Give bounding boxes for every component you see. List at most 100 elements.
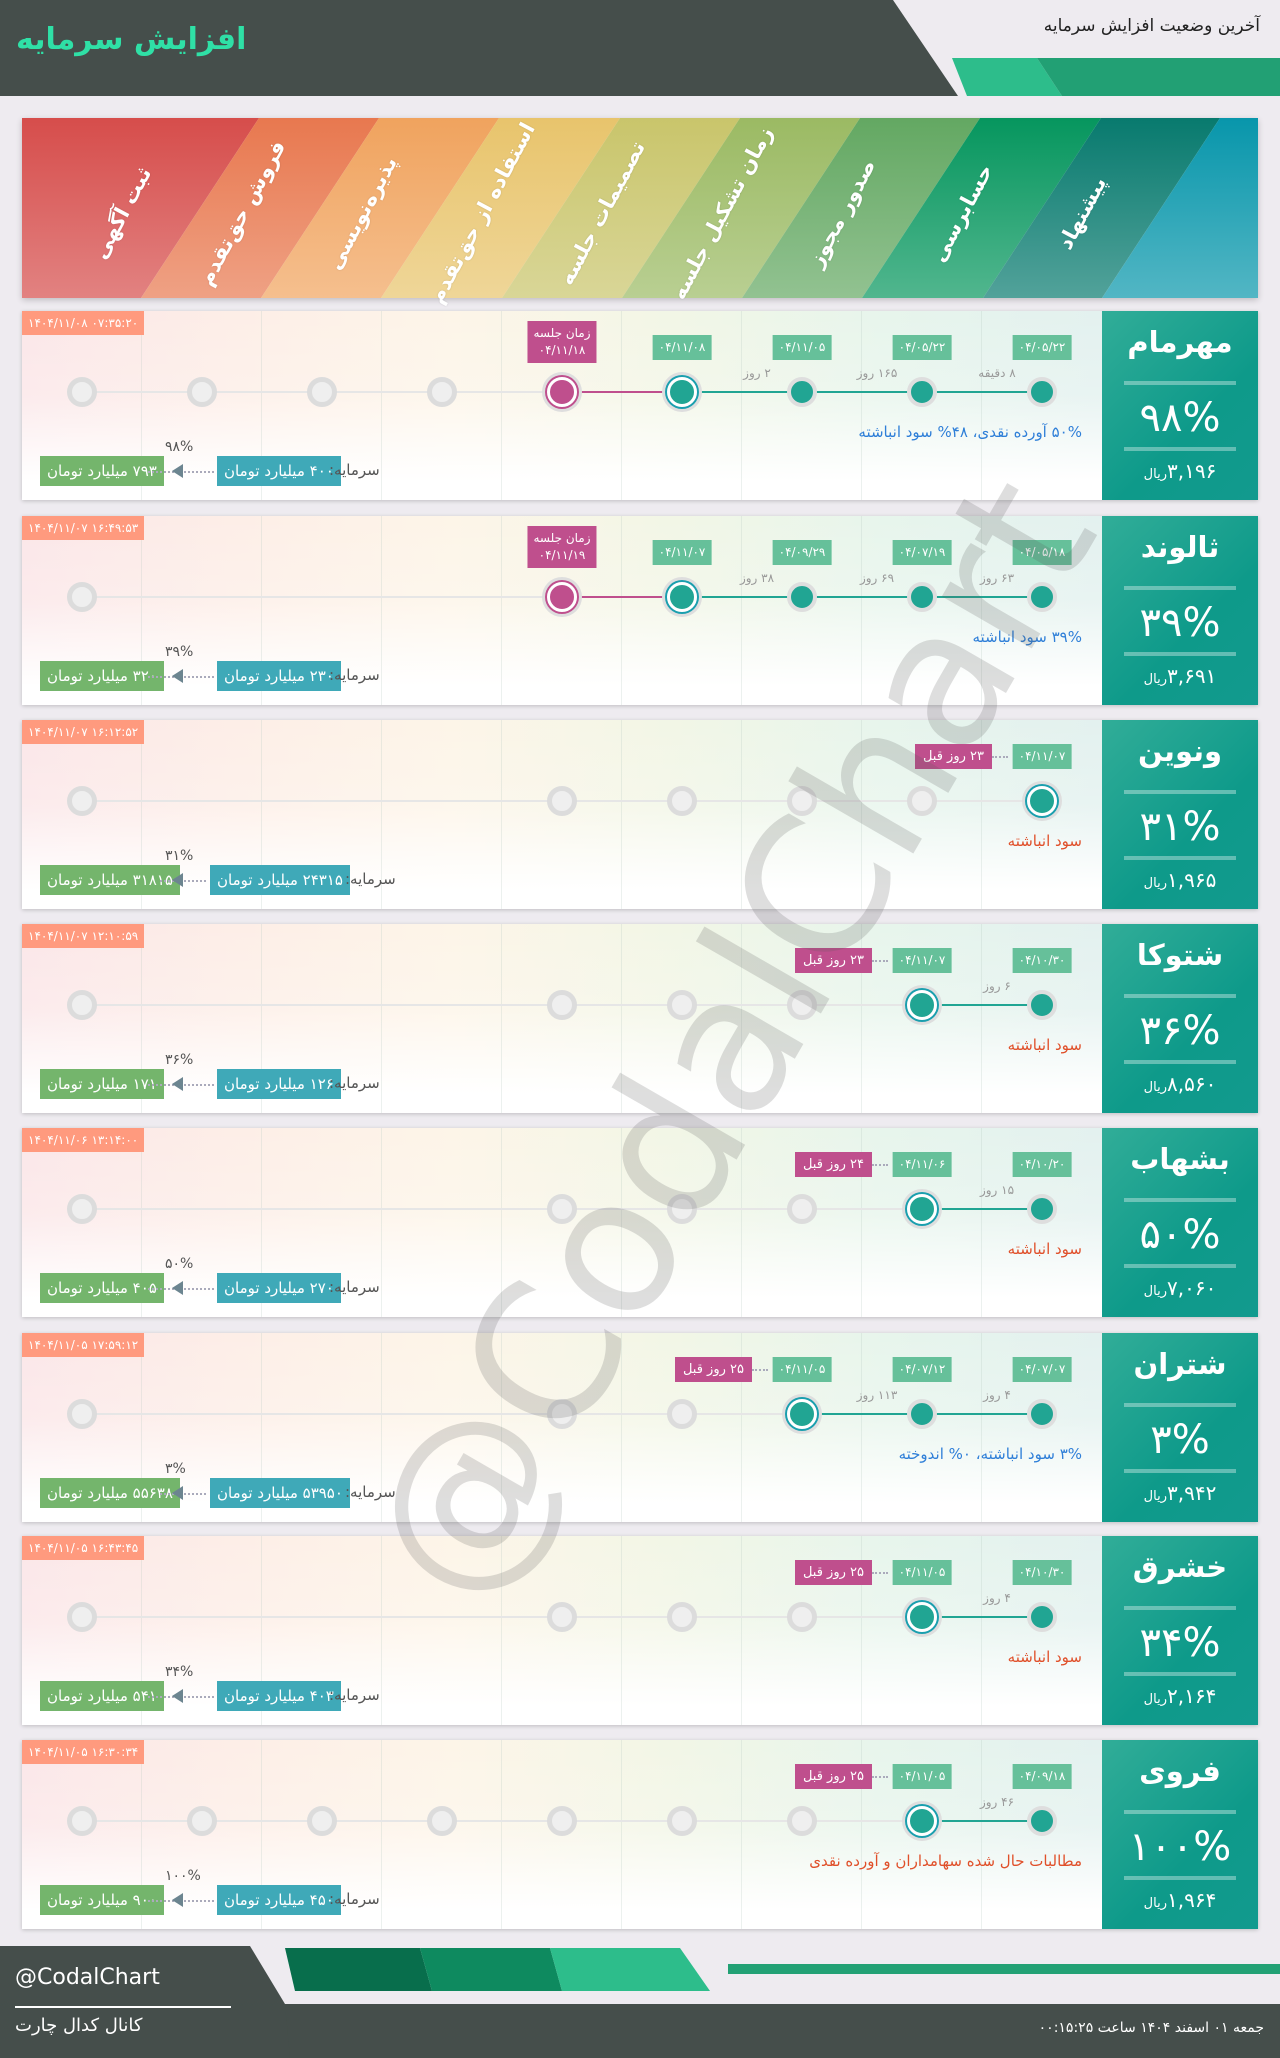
company-row[interactable]: ۰۴/۰۵/۲۲ ۰۴/۰۵/۲۲ ۰۴/۱۱/۰۵ ۰۴/۱۱/۰۸ ۸ دقیقه ۱… (22, 311, 1258, 500)
stage-dot-pending[interactable] (547, 1194, 577, 1224)
stage-dot-done[interactable] (1027, 1806, 1057, 1836)
stage-dot-pending[interactable] (427, 1806, 457, 1836)
stage-dot-current[interactable] (667, 377, 697, 407)
stage-dot-pending[interactable] (907, 786, 937, 816)
company-name[interactable]: شتوکا (1136, 938, 1224, 972)
company-panel[interactable]: فروی ۱۰۰% ۱,۹۶۴ریال (1102, 1740, 1258, 1929)
stage-dot-pending[interactable] (67, 582, 97, 612)
days-ago-badge: ۲۴ روز قبل (794, 1152, 872, 1177)
company-row[interactable]: ۰۴/۱۰/۳۰ ۰۴/۱۱/۰۵ ۴ روز ۲۵ روز قبل سود انباش… (22, 1536, 1258, 1725)
stage-dot-pending[interactable] (787, 1602, 817, 1632)
footer-datetime: جمعه ۰۱ اسفند ۱۴۰۴ ساعت ۰۰:۱۵:۲۵ (1038, 2020, 1264, 2036)
company-row[interactable]: ۰۴/۱۰/۳۰ ۰۴/۱۱/۰۷ ۶ روز ۲۳ روز قبل سود انباش… (22, 924, 1258, 1113)
stage-dot-pending[interactable] (187, 377, 217, 407)
company-name[interactable]: ثالوند (1140, 530, 1220, 564)
stage-dot-current[interactable] (1027, 786, 1057, 816)
company-panel[interactable]: ثالوند ۳۹% ۳,۶۹۱ریال (1102, 516, 1258, 705)
capital-source-note: مطالبات حال شده سهامداران و آورده نقدی (809, 1852, 1082, 1870)
stage-dot-pending[interactable] (547, 1806, 577, 1836)
stage-dot-meeting[interactable] (547, 582, 577, 612)
stage-dot-pending[interactable] (547, 1399, 577, 1429)
stage-dot-pending[interactable] (307, 377, 337, 407)
company-name[interactable]: شتران (1133, 1347, 1227, 1381)
stage-dot-pending[interactable] (67, 1399, 97, 1429)
company-panel[interactable]: شتوکا ۳۶% ۸,۵۶۰ریال (1102, 924, 1258, 1113)
stage-dot-done[interactable] (787, 377, 817, 407)
stage-dot-pending[interactable] (667, 786, 697, 816)
grid-line (621, 1128, 622, 1317)
footer-channel: کانال کدال چارت (15, 2015, 143, 2036)
footer-handle[interactable]: @CodalChart (15, 1965, 160, 1990)
grid-line (501, 1740, 502, 1929)
stage-dot-done[interactable] (1027, 1399, 1057, 1429)
stage-dot-current[interactable] (787, 1399, 817, 1429)
stage-dot-pending[interactable] (667, 990, 697, 1020)
stage-dot-pending[interactable] (427, 377, 457, 407)
company-row[interactable]: ۰۴/۰۵/۱۸ ۰۴/۰۷/۱۹ ۰۴/۰۹/۲۹ ۰۴/۱۱/۰۷ ۶۳ روز ۶۹… (22, 516, 1258, 705)
company-panel[interactable]: خشرق ۳۴% ۲,۱۶۴ریال (1102, 1536, 1258, 1725)
timestamp-badge: ۱۴۰۴/۱۱/۰۵ ۱۷:۵۹:۱۲ (22, 1333, 145, 1357)
stage-dot-current[interactable] (907, 1194, 937, 1224)
stage-dot-pending[interactable] (667, 1194, 697, 1224)
stage-dot-current[interactable] (667, 582, 697, 612)
grid-line (261, 720, 262, 909)
stage-band (0, 118, 259, 298)
company-name[interactable]: خشرق (1132, 1550, 1228, 1584)
company-name[interactable]: ونوین (1137, 734, 1223, 768)
stage-dot-pending[interactable] (547, 990, 577, 1020)
company-row[interactable]: ۰۴/۰۹/۱۸ ۰۴/۱۱/۰۵ ۴۶ روز ۲۵ روز قبل مطالبات … (22, 1740, 1258, 1929)
arrow-left-icon (172, 1689, 183, 1703)
stage-dot-pending[interactable] (307, 1806, 337, 1836)
company-panel[interactable]: بشهاب ۵۰% ۷,۰۶۰ریال (1102, 1128, 1258, 1317)
company-row[interactable]: ۰۴/۱۱/۰۷ ۲۳ روز قبل سود انباشته ۱۴۰۴/۱۱/۰۷ … (22, 720, 1258, 909)
stage-dot-done[interactable] (787, 582, 817, 612)
grid-line (861, 1536, 862, 1725)
grid-line (861, 1740, 862, 1929)
stage-dot-done[interactable] (907, 377, 937, 407)
stage-date: ۰۴/۱۱/۰۷ (892, 948, 952, 973)
stage-dot-pending[interactable] (67, 1806, 97, 1836)
stage-dot-pending[interactable] (67, 377, 97, 407)
company-row[interactable]: ۰۴/۰۷/۰۷ ۰۴/۰۷/۱۲ ۰۴/۱۱/۰۵ ۴ روز ۱۱۳ روز ۲۵ ر… (22, 1333, 1258, 1522)
price-value: ۲,۱۶۴ (1166, 1684, 1217, 1708)
stage-dot-pending[interactable] (787, 990, 817, 1020)
stage-dot-pending[interactable] (547, 786, 577, 816)
stage-dot-pending[interactable] (187, 1806, 217, 1836)
company-name[interactable]: فروی (1139, 1754, 1221, 1788)
stage-dot-pending[interactable] (67, 1602, 97, 1632)
company-panel[interactable]: ونوین ۳۱% ۱,۹۶۵ریال (1102, 720, 1258, 909)
stage-dot-pending[interactable] (547, 1602, 577, 1632)
stage-dot-pending[interactable] (787, 786, 817, 816)
increase-percent-large: ۳۱% (1139, 804, 1221, 850)
stage-dot-pending[interactable] (667, 1806, 697, 1836)
stage-dot-current[interactable] (907, 1806, 937, 1836)
stage-dot-done[interactable] (907, 1399, 937, 1429)
new-capital-badge: ۳۲۰ میلیارد تومان (40, 661, 164, 691)
stage-gap: ۱۶۵ روز (856, 366, 898, 380)
stage-dot-pending[interactable] (67, 786, 97, 816)
stage-dot-pending[interactable] (67, 990, 97, 1020)
stage-dot-pending[interactable] (667, 1602, 697, 1632)
stage-dot-current[interactable] (907, 990, 937, 1020)
company-row[interactable]: ۰۴/۱۰/۲۰ ۰۴/۱۱/۰۶ ۱۵ روز ۲۴ روز قبل سود انبا… (22, 1128, 1258, 1317)
stage-dot-pending[interactable] (787, 1806, 817, 1836)
days-ago-badge: ۲۵ روز قبل (794, 1560, 872, 1585)
stage-dot-pending[interactable] (787, 1194, 817, 1224)
company-name[interactable]: مهرمام (1127, 325, 1233, 359)
stage-dot-current[interactable] (907, 1602, 937, 1632)
stage-dot-meeting[interactable] (547, 377, 577, 407)
increase-percent: ۳۹% (165, 644, 194, 660)
stage-dot-done[interactable] (907, 582, 937, 612)
stage-dot-done[interactable] (1027, 990, 1057, 1020)
company-panel[interactable]: مهرمام ۹۸% ۳,۱۹۶ریال (1102, 311, 1258, 500)
stage-dot-pending[interactable] (667, 1399, 697, 1429)
stage-dot-done[interactable] (1027, 1194, 1057, 1224)
stage-dot-done[interactable] (1027, 377, 1057, 407)
company-panel[interactable]: شتران ۳% ۳,۹۴۲ریال (1102, 1333, 1258, 1522)
stage-dot-pending[interactable] (67, 1194, 97, 1224)
share-price: ۱,۹۶۵ریال (1102, 868, 1258, 892)
company-name[interactable]: بشهاب (1130, 1142, 1230, 1176)
stage-dot-done[interactable] (1027, 1602, 1057, 1632)
stage-dot-done[interactable] (1027, 582, 1057, 612)
grid-line (141, 924, 142, 1113)
